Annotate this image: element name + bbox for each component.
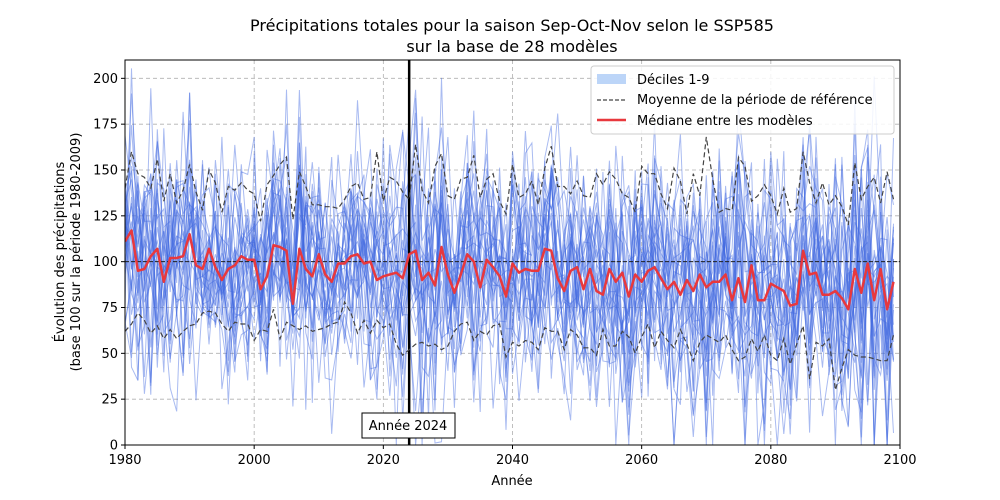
x-tick-label: 2100 (883, 453, 916, 468)
year-annotation-label: Année 2024 (369, 419, 448, 434)
model-line (125, 76, 894, 445)
median-line (125, 229, 895, 311)
model-line (125, 116, 894, 438)
model-line (125, 89, 894, 411)
chart-title-line-1: Précipitations totales pour la saison Se… (250, 16, 774, 35)
x-tick-label: 2080 (754, 453, 787, 468)
model-line (125, 140, 894, 445)
y-axis-label-line-1: Évolution des précipitations (52, 161, 68, 342)
y-axis-label-line-2: (base 100 sur la période 1980-2009) (69, 133, 84, 372)
model-line (125, 123, 894, 438)
model-line (125, 111, 894, 445)
axis-ticks: 1980 2000 2020 2040 2060 2080 2100 0 25 50 75 100 12… (93, 72, 916, 468)
legend: Déciles 1-9 Moyenne de la période de réf… (590, 65, 895, 135)
y-tick-label: 175 (93, 118, 118, 133)
model-line (125, 103, 894, 445)
y-tick-label: 200 (93, 72, 118, 87)
model-line (125, 92, 894, 434)
model-line (125, 116, 894, 389)
y-tick-label: 100 (93, 255, 118, 270)
legend-swatch-deciles (597, 74, 626, 84)
y-tick-label: 50 (101, 347, 118, 362)
legend-label-reference: Moyenne de la période de référence (637, 93, 873, 108)
model-line (125, 92, 894, 411)
y-tick-label: 75 (101, 301, 118, 316)
year-annotation: Année 2024 (361, 412, 456, 439)
model-line (125, 146, 894, 384)
model-line (125, 100, 894, 445)
y-tick-label: 25 (101, 393, 118, 408)
legend-label-median: Médiane entre les modèles (637, 114, 813, 129)
x-tick-label: 2040 (496, 453, 529, 468)
legend-label-deciles: Déciles 1-9 (637, 73, 710, 88)
decile-1-line (125, 300, 895, 391)
model-line (125, 121, 894, 434)
model-line (125, 166, 894, 433)
x-axis-label: Année (491, 474, 532, 489)
model-line (125, 127, 894, 445)
x-tick-label: 1980 (108, 453, 141, 468)
model-line (125, 89, 894, 420)
model-line (125, 112, 894, 445)
x-tick-label: 2060 (625, 453, 658, 468)
y-tick-label: 0 (110, 439, 118, 454)
decile-9-line (125, 136, 895, 226)
model-line (125, 68, 894, 433)
chart-title-line-2: sur la base de 28 modèles (406, 37, 617, 56)
series-lines (125, 60, 900, 445)
y-tick-label: 150 (93, 164, 118, 179)
x-tick-label: 2000 (238, 453, 271, 468)
legend-box (590, 65, 895, 135)
y-tick-label: 125 (93, 209, 118, 224)
model-line (125, 136, 894, 445)
model-line (125, 142, 894, 445)
year-annotation-box (361, 412, 456, 439)
x-tick-label: 2020 (367, 453, 400, 468)
